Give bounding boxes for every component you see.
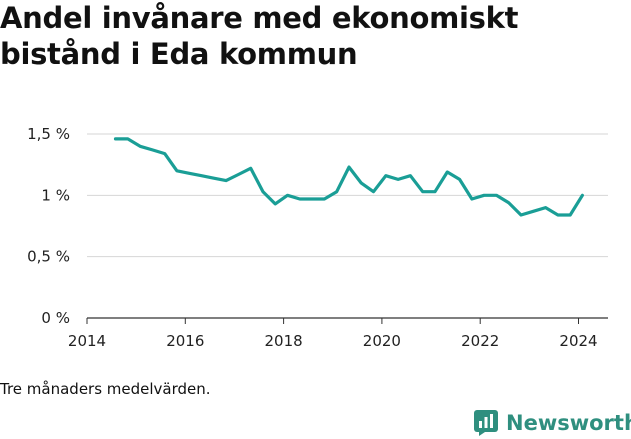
brand-logo: Newsworthy xyxy=(474,408,631,438)
series-group xyxy=(113,137,585,217)
brand-name: Newsworthy xyxy=(506,411,631,435)
bar-chart-icon xyxy=(474,410,498,436)
y-tick-label: 1 % xyxy=(41,186,70,204)
footnote: Tre månaders medelvärden. xyxy=(0,380,211,398)
x-tick-label: 2016 xyxy=(166,332,204,350)
page-title: Andel invånare med ekonomiskt bistånd i … xyxy=(0,1,519,71)
x-tick-label: 2018 xyxy=(265,332,303,350)
x-axis-ticks: 2014 2016 2018 2020 2022 2024 xyxy=(68,318,598,350)
grid-lines xyxy=(87,133,608,319)
x-tick-label: 2014 xyxy=(68,332,106,350)
y-tick-label: 0 % xyxy=(41,309,70,327)
y-axis-ticks: 0 % 0,5 % 1 % 1,5 % xyxy=(27,125,70,327)
series-line xyxy=(113,137,585,217)
x-tick-label: 2024 xyxy=(559,332,597,350)
y-tick-label: 1,5 % xyxy=(27,125,70,143)
x-tick-label: 2020 xyxy=(363,332,401,350)
line-chart: 0 % 0,5 % 1 % 1,5 % 2014 2016 2018 2020 2022 202… xyxy=(27,125,608,350)
x-tick-label: 2022 xyxy=(461,332,499,350)
y-tick-label: 0,5 % xyxy=(27,248,70,266)
